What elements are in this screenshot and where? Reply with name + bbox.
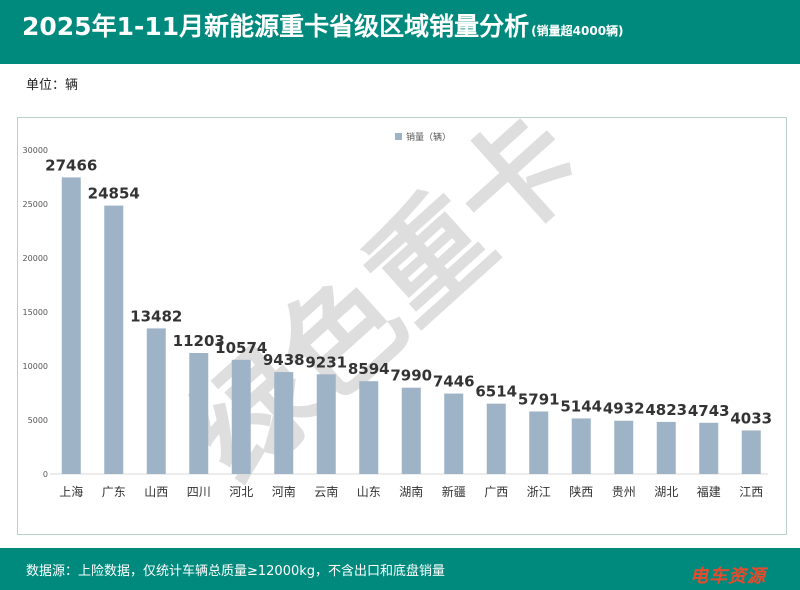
bar-value-label: 27466 [45,156,97,174]
bar-value-label: 7990 [390,367,432,385]
x-tick-label: 湖南 [399,484,423,499]
bar-value-label: 4743 [688,402,730,420]
x-tick-label: 陕西 [569,484,593,499]
bar-value-label: 7446 [433,373,475,391]
x-tick-label: 广东 [102,485,126,499]
page-title-text: 2025年1-11月新能源重卡省级区域销量分析 [22,12,530,41]
y-tick-label: 0 [43,470,48,479]
y-tick-label: 5000 [28,416,48,425]
bar [486,403,506,474]
bar-value-label: 6514 [475,383,517,401]
bar [401,387,421,474]
bar-value-label: 5791 [518,390,560,408]
legend-label: 销量（辆） [406,131,451,143]
x-tick-label: 江西 [739,485,763,499]
x-tick-label: 福建 [697,484,721,499]
x-tick-label: 浙江 [527,485,551,499]
bar-value-label: 5144 [560,397,602,415]
y-tick-label: 10000 [23,362,48,371]
unit-label: 单位：辆 [26,78,79,93]
bar-value-label: 9231 [305,353,347,371]
y-tick-label: 15000 [23,308,48,317]
x-tick-label: 山西 [144,485,168,499]
x-tick-label: 新疆 [442,484,466,499]
bar-value-label: 8594 [348,360,390,378]
bar [359,381,379,474]
bar [146,328,166,474]
bar-value-label: 24854 [88,185,140,203]
y-tick-label: 20000 [23,254,48,263]
x-tick-label: 河北 [229,485,253,499]
brand-logo: 电车资源 [690,566,766,587]
bar-value-label: 11203 [173,332,225,350]
x-tick-label: 湖北 [654,484,678,499]
y-tick-label: 25000 [23,200,48,209]
x-tick-label: 上海 [59,484,83,499]
bar-value-label: 9438 [263,351,305,369]
x-tick-label: 广西 [484,485,508,499]
bar [61,177,81,475]
footer-banner [0,548,800,590]
bar-value-label: 4033 [730,409,772,427]
page-title: 2025年1-11月新能源重卡省级区域销量分析 (销量超4000辆) [22,10,624,48]
bar [231,359,251,474]
bar [741,430,761,474]
data-source-note: 数据源：上险数据，仅统计车辆总质量≥12000kg，不含出口和底盘销量 [26,564,446,579]
x-tick-label: 云南 [314,484,338,499]
y-tick-label: 30000 [23,146,48,155]
bar [614,420,634,474]
x-tick-label: 河南 [272,484,296,499]
bar [316,374,336,474]
x-tick-label: 山东 [357,485,381,499]
bar [571,418,591,474]
bar [189,353,209,474]
bar-value-label: 13482 [130,307,182,325]
bar [656,421,676,474]
bar [699,422,719,474]
bar-value-label: 10574 [215,339,267,357]
bar [104,205,124,475]
legend-swatch [395,133,402,140]
bar [444,393,464,474]
x-tick-label: 贵州 [612,485,636,499]
bar-value-label: 4823 [645,401,687,419]
x-tick-label: 四川 [187,485,211,499]
y-axis: 0 5000 10000 15000 20000 25000 30000 [23,146,48,479]
chart-panel: 绿色重卡 0 5000 10000 15000 20000 25000 30000 销量（辆… [17,88,787,535]
chart-legend: 销量（辆） [395,131,451,143]
bar [529,411,549,474]
title-banner [0,0,800,64]
bar [274,372,294,474]
page-subtitle: (销量超4000辆) [531,24,624,38]
x-axis-labels: 上海 广东 山西 四川 河北 河南 云南 山东 湖南 新疆 广西 浙江 陕西 贵州 湖北 福建 江西 [59,484,763,499]
bar-value-label: 4932 [603,400,645,418]
